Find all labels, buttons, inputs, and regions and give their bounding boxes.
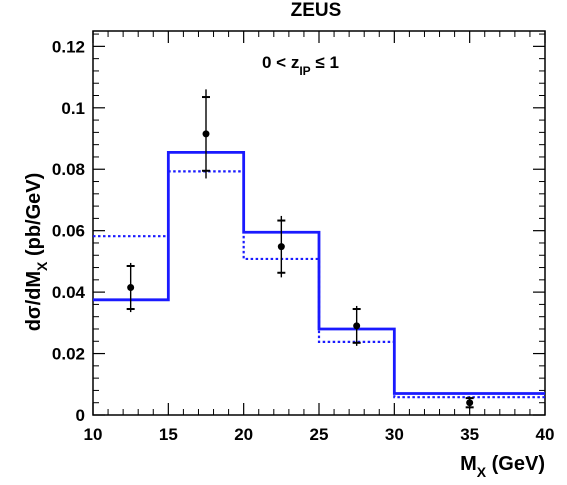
- annotation: 0 < zIP ≤ 1: [262, 53, 339, 78]
- chart-title: ZEUS: [291, 0, 342, 21]
- series-layer: [93, 89, 545, 409]
- y-axis-title: dσ/dMX (pb/GeV): [23, 173, 50, 332]
- y-tick-label: 0: [76, 406, 85, 425]
- data-point: [127, 284, 135, 292]
- plot-area: [92, 30, 546, 416]
- x-axis-title: MX (GeV): [460, 453, 545, 480]
- data-point: [466, 399, 474, 407]
- y-tick-label: 0.08: [52, 160, 85, 179]
- y-tick-label: 0.02: [52, 345, 85, 364]
- y-tick-label: 0.04: [52, 283, 86, 302]
- y-tick-label: 0.06: [52, 222, 85, 241]
- x-tick-label: 40: [536, 425, 555, 444]
- x-tick-label: 30: [385, 425, 404, 444]
- x-axis: 10 15 20 25 30 35 40: [84, 31, 555, 444]
- plot-frame: [92, 30, 546, 416]
- y-axis: 0 0.02 0.04 0.06 0.08 0.1 0.12: [52, 33, 545, 425]
- x-tick-label: 20: [234, 425, 253, 444]
- data-point: [277, 243, 285, 251]
- data-point: [202, 130, 210, 138]
- x-tick-label: 10: [84, 425, 103, 444]
- x-tick-label: 25: [310, 425, 329, 444]
- x-tick-label: 35: [460, 425, 479, 444]
- x-tick-label: 15: [159, 425, 178, 444]
- y-tick-label: 0.12: [52, 37, 85, 56]
- y-tick-label: 0.1: [61, 99, 85, 118]
- data-point: [353, 322, 361, 330]
